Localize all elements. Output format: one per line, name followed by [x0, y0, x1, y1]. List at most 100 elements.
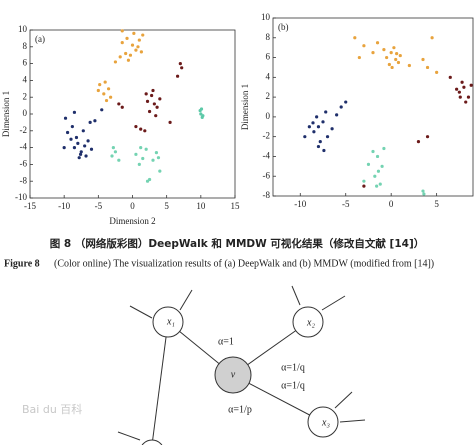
point	[425, 135, 430, 139]
point	[158, 169, 162, 173]
watermark: Bai du 百科	[22, 402, 82, 416]
point	[307, 125, 311, 129]
point	[316, 125, 321, 129]
point	[199, 107, 204, 111]
point	[457, 90, 461, 94]
point	[407, 63, 411, 68]
caption-label: Figure 8	[4, 258, 40, 269]
y-tick-label: 4	[23, 74, 28, 84]
edge-stub	[339, 419, 366, 423]
point	[111, 146, 115, 150]
point	[154, 151, 159, 155]
point	[113, 60, 118, 64]
point	[430, 36, 434, 40]
point	[139, 50, 143, 54]
edge-label: α=1	[218, 336, 234, 347]
axes-frame	[29, 29, 236, 199]
point	[110, 154, 114, 158]
point	[109, 95, 113, 99]
point	[141, 33, 145, 37]
point	[375, 154, 380, 159]
y-tick-label: 8	[266, 32, 271, 42]
point	[394, 57, 398, 62]
point	[466, 95, 471, 99]
y-tick-label: 6	[266, 52, 271, 62]
point	[113, 150, 118, 154]
point	[469, 83, 473, 87]
point	[385, 55, 389, 60]
point	[74, 135, 79, 140]
edge	[151, 321, 169, 445]
point	[69, 137, 73, 141]
point	[464, 100, 468, 104]
point	[81, 129, 85, 133]
x-tick-label: 0	[389, 199, 394, 209]
point	[83, 144, 87, 148]
point	[117, 102, 121, 106]
edge-stub	[117, 431, 141, 441]
point	[375, 41, 380, 45]
point	[102, 92, 106, 96]
point	[79, 150, 83, 154]
point	[322, 148, 326, 153]
edge-stub	[179, 289, 193, 311]
y-tick-label: 8	[23, 41, 28, 51]
point	[62, 146, 66, 150]
node	[214, 356, 252, 394]
node-label: x₁	[166, 316, 175, 327]
point	[382, 48, 386, 52]
point	[65, 130, 70, 135]
node	[307, 406, 339, 438]
caption-cn: 图 8 （网络版彩图）DeepWalk 和 MMDW 可视化结果（修改自文献 […	[50, 237, 425, 250]
point	[335, 113, 339, 117]
point	[72, 110, 77, 114]
point	[315, 115, 319, 119]
y-tick-label: 6	[23, 58, 28, 68]
point	[378, 182, 382, 186]
point	[128, 53, 133, 57]
point	[145, 179, 150, 183]
point	[398, 53, 402, 58]
x-tick-label: -5	[342, 199, 350, 209]
point	[84, 154, 88, 158]
point	[120, 41, 124, 45]
point	[390, 65, 394, 70]
point	[435, 70, 439, 74]
point	[312, 130, 316, 134]
point	[325, 135, 330, 139]
point	[392, 46, 396, 50]
point	[151, 88, 155, 93]
point	[139, 146, 143, 150]
y-tick-label: 2	[266, 91, 271, 101]
point	[422, 192, 426, 196]
point	[78, 152, 83, 156]
point	[143, 129, 147, 133]
point	[93, 119, 97, 123]
point	[339, 105, 343, 109]
x-tick-label: -15	[24, 201, 36, 211]
point	[421, 57, 425, 62]
point	[130, 43, 135, 47]
y-tick-label: -8	[20, 175, 28, 185]
x-axis-label: Dimension 2	[109, 216, 155, 226]
diagram	[117, 285, 366, 445]
point	[382, 146, 386, 151]
y-tick-label: 4	[266, 71, 271, 81]
edge-stub	[321, 295, 346, 311]
point	[362, 184, 366, 188]
edge-label: α=1/p	[228, 404, 252, 415]
node	[141, 439, 163, 445]
point	[455, 87, 459, 91]
point	[120, 105, 124, 109]
edge-label: α=1/q	[281, 362, 305, 373]
point	[150, 93, 154, 98]
point	[76, 141, 80, 145]
panel-label: (b)	[278, 22, 289, 32]
point	[395, 52, 399, 56]
point	[448, 75, 452, 79]
point	[303, 135, 307, 139]
x-tick-label: 15	[231, 201, 241, 211]
point	[72, 146, 77, 150]
y-tick-label: 2	[23, 91, 28, 101]
node	[152, 306, 184, 338]
